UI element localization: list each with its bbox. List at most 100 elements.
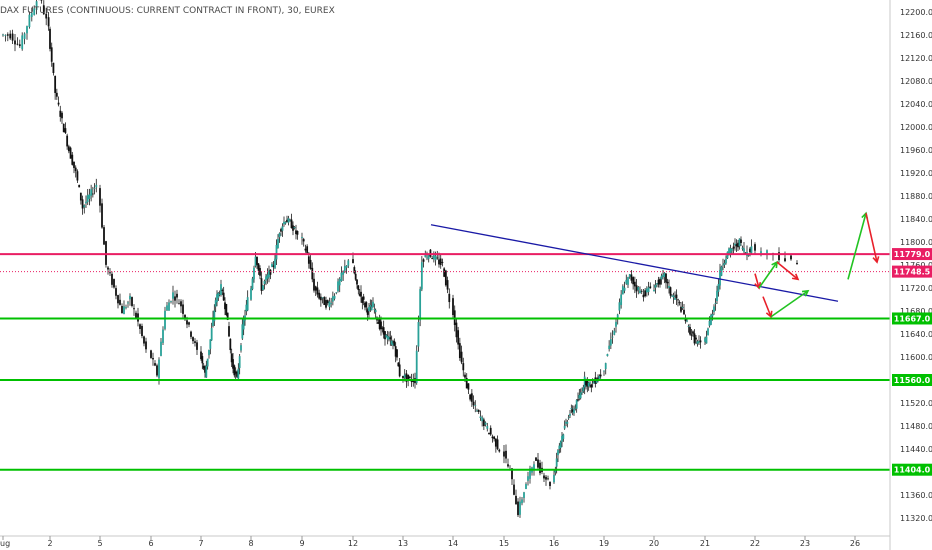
candle-down: [675, 294, 678, 299]
candle-down: [364, 302, 366, 308]
time-tick-label: 20: [649, 539, 659, 548]
candle-up: [277, 238, 279, 248]
time-tick-label: ug: [0, 539, 10, 548]
candle-up: [555, 458, 558, 467]
candle-up: [90, 189, 93, 196]
candle-down: [201, 356, 204, 364]
candle-up: [372, 301, 374, 308]
candle-up: [420, 262, 423, 290]
candle-down: [182, 304, 184, 314]
projection-arrow[interactable]: [762, 296, 772, 318]
candle-up: [716, 290, 718, 302]
candle-down: [642, 294, 645, 298]
price-tick-label: 11320.0: [900, 514, 932, 523]
candle-up: [604, 363, 607, 370]
candle-down: [150, 350, 152, 358]
candle-down: [325, 300, 327, 308]
candle-down: [586, 380, 589, 387]
projection-arrow[interactable]: [847, 213, 867, 280]
candle-up: [347, 260, 350, 266]
candle-down: [45, 13, 48, 19]
time-axis[interactable]: ug 2 5 6 7 8 9 12 13 14 15 16 19 20 21 22 23 26: [0, 536, 860, 548]
candle-down: [131, 297, 133, 306]
candle-up: [743, 248, 745, 252]
candle-up: [687, 325, 690, 327]
projection-arrow[interactable]: [865, 213, 878, 263]
candle-down: [306, 246, 309, 253]
price-tick-label: 11520.0: [900, 399, 932, 408]
time-tick-label: 16: [549, 539, 559, 548]
candle-up: [83, 205, 86, 208]
candle-down: [9, 33, 12, 39]
candle-up: [656, 283, 658, 285]
time-tick-label: 2: [47, 539, 52, 548]
projection-arrow[interactable]: [758, 261, 778, 289]
candle-up: [668, 286, 670, 288]
candle-up: [747, 254, 750, 256]
candle-down: [18, 44, 21, 47]
candle-up: [386, 336, 389, 340]
candle-down: [221, 290, 224, 291]
candle-down: [133, 308, 135, 310]
candle-down: [286, 219, 288, 223]
candle-down: [74, 167, 77, 172]
candle-down: [389, 337, 392, 340]
projection-arrow[interactable]: [754, 273, 760, 289]
candle-down: [732, 246, 735, 249]
candle-down: [599, 374, 602, 377]
candle-up: [385, 334, 388, 338]
candle-up: [628, 274, 631, 277]
candle-up: [696, 341, 699, 344]
candle-down: [644, 290, 647, 297]
candle-up: [253, 267, 255, 280]
price-axis[interactable]: 12200.0 12160.0 12120.0 12080.0 12040.0 12000…: [900, 8, 932, 523]
candle-down: [796, 262, 798, 265]
candle-up: [125, 307, 127, 308]
candle-up: [723, 263, 726, 265]
candle-down: [54, 75, 57, 93]
candle-down: [458, 343, 461, 359]
candle-up: [2, 34, 4, 36]
candle-down: [319, 296, 322, 301]
price-tick-label: 11600.0: [900, 353, 932, 362]
projection-arrow-head: [801, 289, 810, 297]
candle-down: [234, 371, 237, 374]
candle-down: [377, 322, 380, 324]
candle-up: [563, 425, 566, 429]
candle-up: [573, 409, 575, 414]
trendline[interactable]: [430, 224, 839, 302]
candle-up: [553, 474, 555, 483]
candle-down: [684, 319, 687, 322]
candle-down: [16, 43, 19, 45]
price-tick-label: 12000.0: [900, 123, 932, 132]
candle-up: [681, 307, 684, 308]
projection-arrow[interactable]: [776, 261, 799, 280]
candle-down: [113, 279, 115, 288]
projection-arrow[interactable]: [770, 290, 809, 318]
price-tick-label: 11840.0: [900, 215, 932, 224]
candle-up: [209, 339, 212, 349]
candle-up: [415, 350, 418, 383]
time-tick-label: 5: [97, 539, 102, 548]
candle-down: [357, 285, 360, 291]
candle-up: [621, 286, 624, 295]
candle-down: [352, 259, 354, 264]
candle-down: [397, 362, 400, 367]
candle-down: [188, 322, 190, 325]
candle-down: [380, 321, 382, 330]
candle-down: [405, 373, 408, 382]
time-tick-label: 12: [348, 539, 358, 548]
candle-down: [52, 62, 55, 74]
trendline-layer: [430, 224, 839, 302]
candle-up: [342, 270, 345, 275]
candle-down: [78, 185, 81, 188]
candle-up: [281, 226, 284, 231]
time-tick-label: 8: [248, 539, 253, 548]
candle-down: [280, 229, 282, 232]
candle-up: [28, 14, 31, 28]
candle-down: [545, 476, 547, 480]
candle-up: [672, 295, 675, 298]
level-badge-label: 11779.0: [894, 250, 931, 259]
